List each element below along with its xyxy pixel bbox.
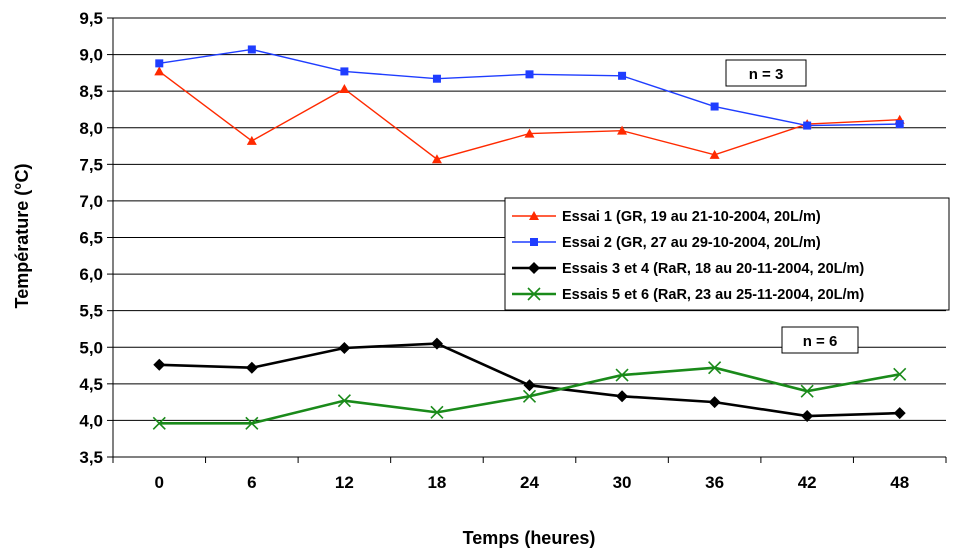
data-point-triangle [431, 154, 442, 164]
y-tick-label: 6,0 [79, 265, 103, 284]
y-tick-label: 6,5 [79, 229, 103, 248]
series-4 [152, 361, 907, 430]
data-point-triangle [617, 125, 628, 135]
data-point-x [430, 405, 444, 419]
annotation-n6: n = 6 [781, 326, 859, 354]
data-point-diamond [245, 361, 258, 374]
x-tick-labels: 0 6 12 18 24 30 36 42 48 [155, 473, 910, 492]
data-point-square [895, 120, 904, 129]
x-tick-label: 42 [798, 473, 817, 492]
y-tick-label: 3,5 [79, 448, 103, 467]
y-tick-label: 5,0 [79, 338, 103, 357]
legend-label: Essai 1 (GR, 19 au 21-10-2004, 20L/m) [562, 209, 821, 225]
data-point-square [618, 71, 627, 80]
legend: Essai 1 (GR, 19 au 21-10-2004, 20L/m) Ess… [504, 197, 950, 311]
y-tick-label: 9,0 [79, 46, 103, 65]
data-point-square [525, 70, 534, 79]
annotation-n3-box [725, 59, 807, 87]
x-tick-label: 30 [613, 473, 632, 492]
x-tick-label: 48 [890, 473, 909, 492]
series-2 [155, 45, 904, 130]
data-point-x [337, 394, 351, 408]
y-tick-labels: 3,5 4,0 4,5 5,0 5,5 6,0 6,5 7,0 7,5 8,0 8,5 9,0 9,5 [79, 9, 103, 467]
data-point-square [803, 121, 812, 130]
data-point-diamond [153, 358, 166, 371]
axes [107, 17, 947, 463]
data-point-square [530, 238, 538, 246]
x-tick-label: 36 [705, 473, 724, 492]
data-point-diamond [338, 341, 351, 354]
legend-box [504, 197, 950, 311]
series-3 [153, 337, 906, 423]
x-tick-label: 18 [427, 473, 446, 492]
y-axis-title: Température (°C) [12, 164, 32, 309]
annotation-n6-text: n = 6 [803, 333, 838, 350]
annotation-n6-box [781, 326, 859, 354]
data-point-x [708, 361, 722, 375]
data-point-square [432, 74, 441, 83]
data-point-square [247, 45, 256, 54]
x-tick-label: 6 [247, 473, 256, 492]
legend-label: Essais 5 et 6 (RaR, 23 au 25-11-2004, 20… [562, 287, 864, 303]
data-point-diamond [893, 407, 906, 420]
y-tick-label: 7,0 [79, 192, 103, 211]
data-point-diamond [528, 262, 540, 274]
y-tick-label: 4,5 [79, 375, 103, 394]
data-point-square [155, 59, 164, 68]
data-point-diamond [801, 410, 814, 423]
y-tick-label: 8,0 [79, 119, 103, 138]
data-point-square [340, 67, 349, 76]
y-tick-label: 4,0 [79, 411, 103, 430]
data-point-triangle [709, 149, 720, 159]
series-group [152, 45, 907, 430]
data-point-x [152, 416, 166, 430]
legend-label: Essais 3 et 4 (RaR, 18 au 20-11-2004, 20… [562, 261, 864, 277]
data-point-x [800, 384, 814, 398]
annotation-n3-text: n = 3 [749, 66, 784, 83]
x-tick-label: 24 [520, 473, 539, 492]
y-tick-label: 5,5 [79, 302, 103, 321]
data-point-triangle [529, 211, 539, 220]
data-point-x [893, 367, 907, 381]
data-point-x [522, 389, 537, 403]
data-point-triangle [339, 83, 350, 93]
y-tick-label: 7,5 [79, 155, 103, 174]
data-point-square [710, 102, 719, 111]
data-point-triangle [154, 66, 165, 76]
data-point-triangle [246, 135, 257, 145]
data-point-x [245, 416, 259, 430]
data-point-x [615, 368, 629, 382]
data-point-diamond [708, 396, 721, 409]
data-point-diamond [523, 379, 536, 392]
x-tick-label: 12 [335, 473, 354, 492]
data-point-diamond [616, 390, 629, 403]
x-tick-label: 0 [155, 473, 164, 492]
legend-label: Essai 2 (GR, 27 au 29-10-2004, 20L/m) [562, 235, 821, 251]
annotation-n3: n = 3 [725, 59, 807, 87]
y-tick-label: 9,5 [79, 9, 103, 28]
x-axis-title: Temps (heures) [463, 528, 596, 548]
y-tick-label: 8,5 [79, 82, 103, 101]
data-point-triangle [524, 128, 535, 138]
data-point-x [527, 287, 541, 301]
data-point-diamond [430, 337, 443, 350]
